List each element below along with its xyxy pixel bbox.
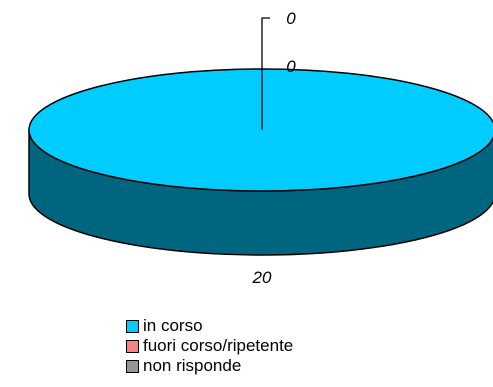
legend-item-fuori-corso: fuori corso/ripetente bbox=[126, 336, 293, 356]
legend-label-fuori-corso: fuori corso/ripetente bbox=[143, 336, 294, 355]
data-label-2: 0 bbox=[286, 9, 296, 28]
legend-label-in-corso: in corso bbox=[143, 316, 203, 335]
data-label-0: 20 bbox=[252, 268, 272, 287]
legend-swatch-non-risponde bbox=[126, 359, 139, 373]
legend: in corso fuori corso/ripetente non rispo… bbox=[126, 316, 293, 376]
data-label-1: 0 bbox=[286, 57, 296, 76]
legend-swatch-in-corso bbox=[126, 319, 139, 333]
legend-swatch-fuori-corso bbox=[126, 339, 139, 353]
pie-plot-area bbox=[28, 68, 493, 256]
legend-label-non-risponde: non risponde bbox=[143, 356, 242, 375]
pie-slice-0 bbox=[28, 68, 493, 192]
legend-item-non-risponde: non risponde bbox=[126, 356, 293, 376]
leader-line bbox=[261, 17, 270, 130]
legend-item-in-corso: in corso bbox=[126, 316, 293, 336]
